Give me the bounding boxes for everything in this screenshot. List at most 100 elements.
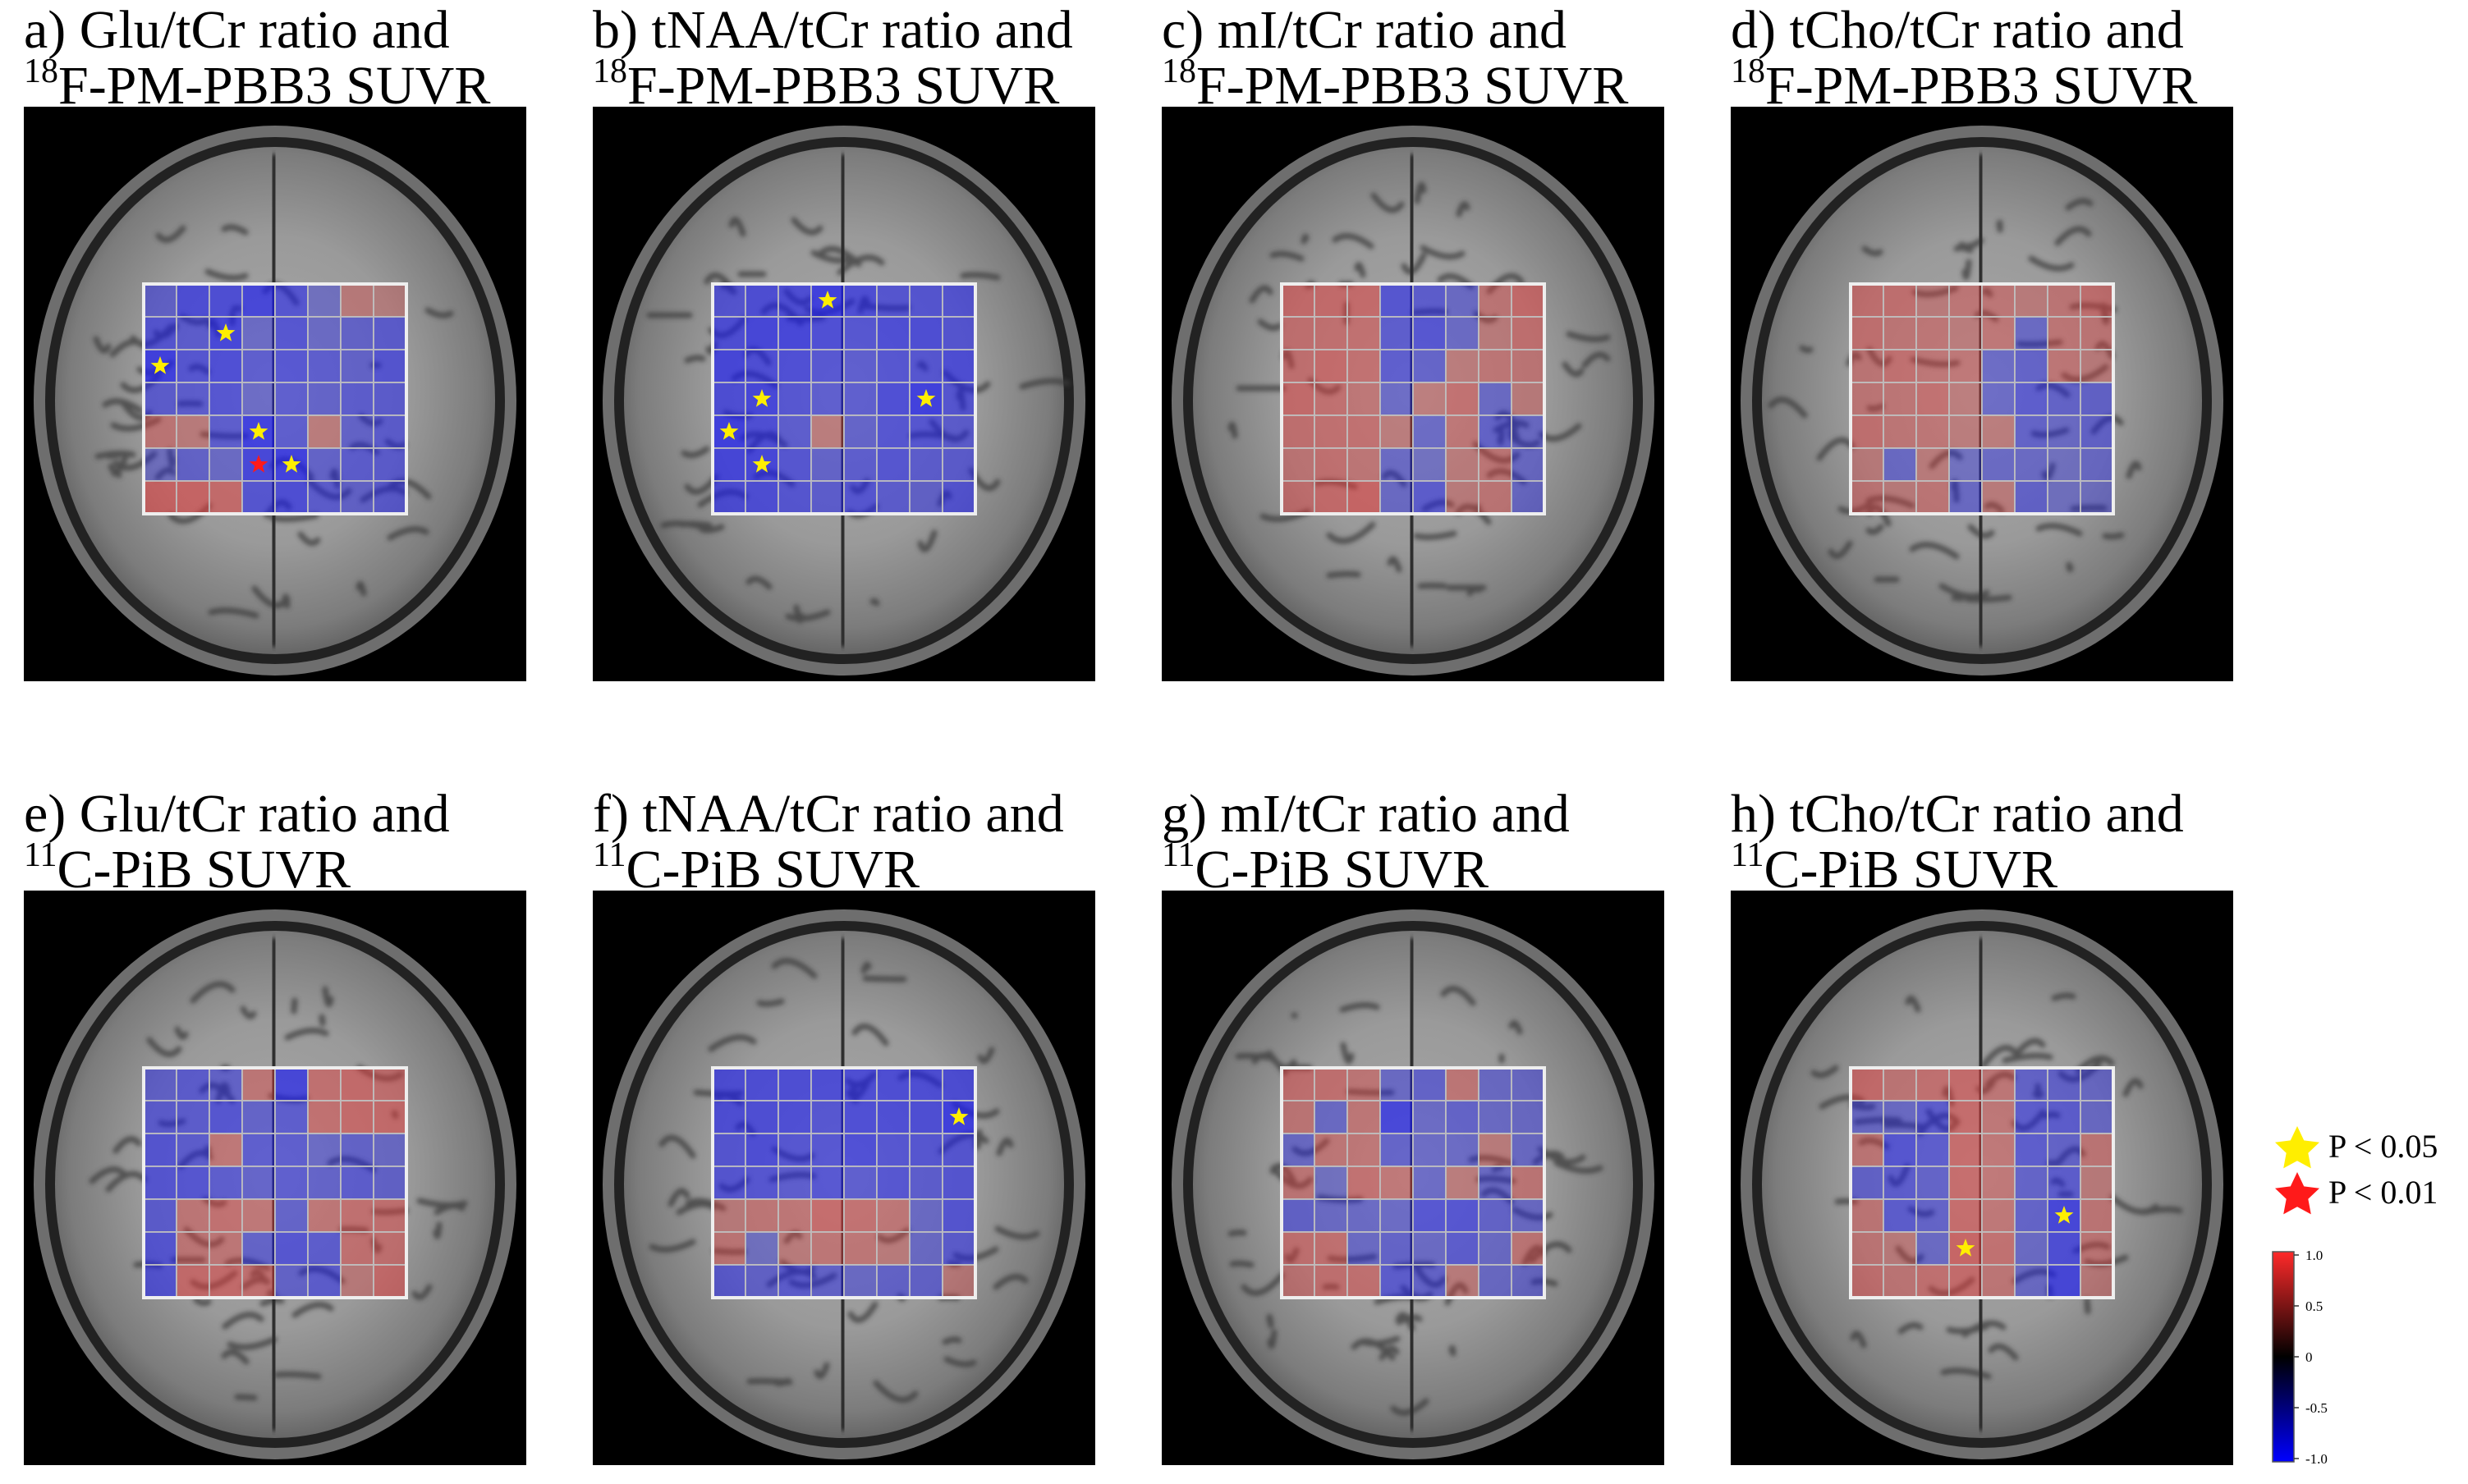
grid-cell <box>1412 415 1447 449</box>
significance-legend: P < 0.05 P < 0.01 <box>2275 1126 2438 1215</box>
grid-cell <box>712 1198 746 1233</box>
grid-cell <box>340 1100 374 1134</box>
grid-cell <box>1948 1264 1983 1298</box>
yellow-star-icon <box>216 323 236 341</box>
grid-cell <box>143 1166 177 1200</box>
grid-cell <box>1948 480 1983 515</box>
grid-cell <box>241 1264 276 1298</box>
grid-cell <box>1948 349 1983 383</box>
grid-cell <box>1915 283 1950 318</box>
grid-border <box>1849 282 2115 515</box>
tracer-isotope-superscript: 11 <box>593 836 626 874</box>
grid-cell <box>1511 447 1545 482</box>
grid-cell <box>712 283 746 318</box>
grid-cell <box>1379 382 1414 416</box>
grid-cell <box>176 480 210 515</box>
grid-cell <box>176 1198 210 1233</box>
grid-cell <box>1379 1198 1414 1233</box>
colorbar-gradient <box>2272 1251 2295 1463</box>
grid-cell <box>876 480 911 515</box>
grid-cell <box>1281 316 1315 350</box>
grid-cell <box>209 1100 243 1134</box>
grid-cell <box>307 1133 342 1167</box>
legend-item-p001: P < 0.01 <box>2275 1172 2438 1215</box>
grid-cell <box>2047 349 2081 383</box>
grid-cell <box>307 415 342 449</box>
grid-cell <box>307 1166 342 1200</box>
grid-cell <box>1478 1198 1512 1233</box>
yellow-star-icon <box>752 389 772 407</box>
tracer-isotope-superscript: 18 <box>1731 53 1765 90</box>
grid-cell <box>1915 1264 1950 1298</box>
grid-cell <box>209 1264 243 1298</box>
grid-cell <box>778 1231 812 1266</box>
grid-cell <box>1445 1198 1479 1233</box>
tracer-label: F-PM-PBB3 SUVR <box>1765 56 2197 116</box>
grid-border <box>1849 1066 2115 1299</box>
grid-cell <box>745 480 779 515</box>
yellow-star-icon <box>282 455 301 473</box>
grid-border <box>142 1066 408 1299</box>
grid-cell <box>373 349 407 383</box>
grid-cell <box>1478 1067 1512 1102</box>
grid-cell <box>1412 480 1447 515</box>
grid-cell <box>176 1231 210 1266</box>
grid-cell <box>340 1133 374 1167</box>
grid-cell <box>712 1166 746 1200</box>
grid-cell <box>712 1067 746 1102</box>
grid-cell <box>1445 1231 1479 1266</box>
yellow-star-icon <box>818 291 837 309</box>
grid-cell <box>876 1133 911 1167</box>
grid-cell <box>1445 1133 1479 1167</box>
grid-cell <box>2080 480 2114 515</box>
grid-cell <box>176 447 210 482</box>
grid-cell <box>307 1231 342 1266</box>
grid-cell <box>745 1231 779 1266</box>
panel-title: d) tCho/tCr ratio and <box>1731 0 2184 60</box>
grid-cell <box>373 283 407 318</box>
grid-cell <box>1511 1133 1545 1167</box>
grid-cell <box>1314 349 1348 383</box>
grid-cell <box>876 1067 911 1102</box>
colorbar: 1.0 0.5 0 -0.5 -1.0 <box>2272 1248 2328 1467</box>
grid-cell <box>373 480 407 515</box>
grid-cell <box>373 1100 407 1134</box>
tracer-isotope-superscript: 11 <box>1731 836 1764 874</box>
grid-cell <box>1346 1100 1381 1134</box>
yellow-star-icon <box>2275 1126 2319 1169</box>
grid-cell <box>274 480 309 515</box>
grid-cell <box>1478 480 1512 515</box>
grid-cell <box>1511 1100 1545 1134</box>
grid-cell <box>843 283 878 318</box>
grid-cell <box>176 415 210 449</box>
grid-cell <box>1412 283 1447 318</box>
grid-cell <box>1412 1198 1447 1233</box>
grid-cell <box>942 382 976 416</box>
grid-cell <box>876 1264 911 1298</box>
grid-border <box>711 282 977 515</box>
grid-cell <box>1948 1067 1983 1102</box>
grid-cell <box>1379 1231 1414 1266</box>
grid-cell <box>307 1198 342 1233</box>
grid-cell <box>843 1100 878 1134</box>
grid-cell <box>843 1231 878 1266</box>
grid-cell <box>209 1067 243 1102</box>
grid-cell <box>2047 382 2081 416</box>
grid-cell <box>942 1133 976 1167</box>
grid-cell <box>1948 415 1983 449</box>
grid-cell <box>810 1198 845 1233</box>
grid-cell <box>778 480 812 515</box>
grid-cell <box>1948 1166 1983 1200</box>
grid-cell <box>712 1100 746 1134</box>
grid-cell <box>810 316 845 350</box>
grid-cell <box>1511 480 1545 515</box>
grid-cell <box>1314 415 1348 449</box>
panel-title-tracer: 18F-PM-PBB3 SUVR <box>1162 53 1628 116</box>
grid-cell <box>1478 1133 1512 1167</box>
grid-cell <box>942 316 976 350</box>
grid-cell <box>2047 1100 2081 1134</box>
yellow-star-icon <box>249 422 268 440</box>
grid-cell <box>209 1198 243 1233</box>
grid-cell <box>274 316 309 350</box>
grid-cell <box>712 1231 746 1266</box>
